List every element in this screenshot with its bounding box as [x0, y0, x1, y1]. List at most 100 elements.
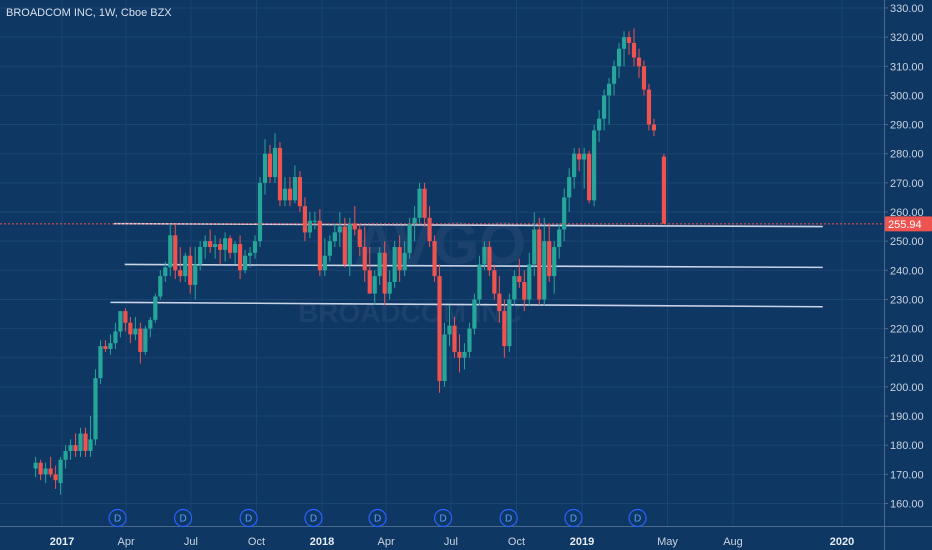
dividend-marker: [304, 508, 323, 528]
dividend-marker: [433, 508, 453, 528]
candle-up: [442, 334, 447, 382]
candle-up: [332, 232, 337, 242]
price-tick-label: 250.00: [890, 236, 924, 248]
candle-down: [128, 322, 133, 335]
dividend-marker-label: D: [374, 514, 381, 525]
dividend-marker: [499, 508, 518, 528]
time-tick-label: May: [657, 536, 678, 548]
candle-down: [577, 153, 582, 160]
candle-up: [377, 252, 382, 277]
dividend-marker-label: D: [505, 514, 512, 525]
candle-up: [542, 241, 547, 300]
horizontal-trend-line[interactable]: [110, 301, 823, 308]
time-tick-label: Apr: [118, 536, 135, 548]
price-tick-label: 240.00: [890, 265, 924, 277]
dividend-marker: [239, 508, 258, 528]
candle-down: [83, 433, 88, 452]
candle-down: [357, 229, 362, 247]
candle-up: [78, 433, 83, 452]
candle-up: [213, 244, 218, 247]
dividend-marker-label: D: [310, 514, 317, 525]
candle-down: [362, 246, 367, 271]
candle-up: [592, 130, 597, 201]
candle-up: [447, 325, 452, 335]
candle-up: [552, 246, 557, 277]
price-tick-label: 330.00: [890, 3, 924, 15]
price-tick-label: 270.00: [890, 178, 924, 190]
price-tick-label: 170.00: [890, 469, 924, 481]
candle-down: [48, 468, 53, 475]
candle-up: [412, 217, 417, 224]
candle-up: [402, 252, 407, 271]
dividend-marker-label: D: [439, 514, 446, 525]
price-tick-label: 300.00: [890, 90, 924, 102]
last-price-tag-background: [885, 216, 932, 232]
time-tick-label: Oct: [248, 536, 265, 548]
candle-up: [153, 296, 158, 320]
time-tick-label: 2017: [50, 536, 74, 548]
candle-up: [572, 153, 577, 178]
candle-up: [93, 378, 98, 440]
candle-up: [68, 445, 73, 452]
candle-down: [218, 244, 223, 250]
candle-down: [502, 311, 507, 347]
candle-up: [98, 346, 103, 379]
candle-up: [307, 220, 312, 233]
price-tick-label: 290.00: [890, 120, 924, 132]
time-tick-label: 2020: [830, 536, 854, 548]
candle-up: [327, 241, 332, 256]
dividend-marker: [628, 508, 647, 528]
candle-up: [223, 238, 228, 250]
candle-down: [352, 223, 357, 230]
watermark-name: BROADCOM INC: [298, 297, 522, 328]
candle-down: [492, 270, 497, 294]
candle-up: [557, 229, 562, 247]
candle-up: [272, 147, 278, 178]
candle-up: [472, 299, 477, 329]
candle-down: [547, 241, 552, 277]
price-tick-label: 210.00: [890, 353, 924, 365]
candle-down: [228, 238, 233, 253]
candle-down: [342, 226, 347, 265]
candle-down: [522, 281, 527, 300]
candle-down: [237, 244, 243, 271]
candle-up: [203, 241, 208, 247]
candle-down: [38, 462, 43, 475]
last-price-label: 255.94: [888, 219, 922, 231]
candle-up: [467, 328, 472, 352]
candle-down: [422, 188, 427, 218]
candle-down: [267, 153, 273, 178]
candle-up: [232, 244, 238, 253]
candle-up: [417, 188, 422, 218]
candle-up: [88, 439, 93, 452]
candle-up: [616, 48, 622, 67]
price-axis[interactable]: 160.00 170.00 180.00 190.00 200.00 210.00 220.…: [884, 3, 924, 511]
candle-down: [587, 153, 592, 201]
candle-up: [562, 197, 567, 230]
candle-up: [387, 281, 392, 294]
candle-down: [537, 229, 542, 300]
candle-up: [621, 37, 627, 49]
candle-down: [287, 188, 293, 201]
dividend-marker-label: D: [179, 514, 186, 525]
price-tick-label: 220.00: [890, 324, 924, 336]
candle-up: [198, 246, 203, 265]
dividend-marker: [564, 508, 583, 528]
price-tick-label: 230.00: [890, 294, 924, 306]
candle-up: [257, 182, 263, 242]
candles: [33, 28, 667, 495]
time-tick-label: Oct: [508, 536, 525, 548]
time-axis[interactable]: 2017 Apr Jul Oct 2018 Apr Jul Oct 2019 May Aug 2020: [50, 536, 854, 548]
candle-up: [477, 264, 482, 300]
candle-down: [487, 246, 492, 271]
candle-up: [242, 255, 248, 271]
chart-title: BROADCOM INC, 1W, Cboe BZX: [6, 7, 172, 19]
candle-up: [596, 118, 602, 131]
candle-up: [58, 459, 63, 484]
candle-down: [367, 270, 372, 294]
candle-down: [302, 206, 308, 233]
